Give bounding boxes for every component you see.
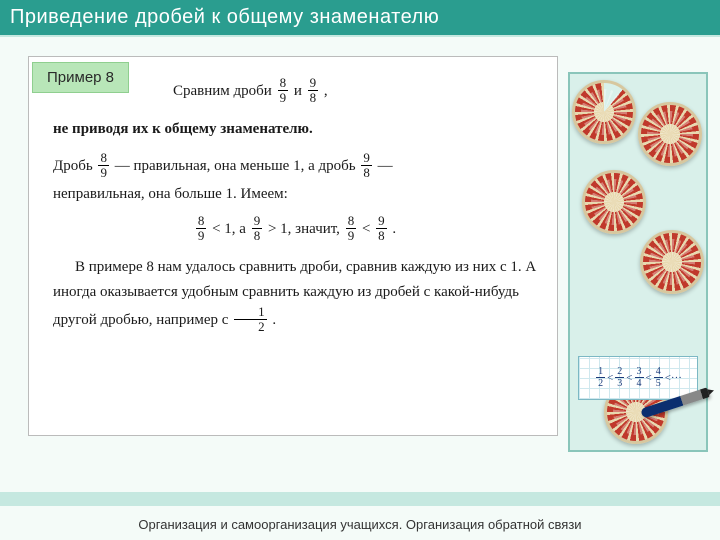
fraction-8-9: 89: [196, 214, 207, 244]
text: ,: [324, 83, 328, 99]
pie-icon: [582, 170, 646, 234]
sentence-improper-gt1: неправильная, она больше 1. Имеем:: [53, 182, 537, 208]
content-box: Сравним дроби 89 и 98 , не приводя их к …: [28, 56, 558, 436]
page-title: Приведение дробей к общему знаменателю: [10, 6, 439, 28]
fraction-chain-note: 12 < 23 < 34 < 45 <···: [578, 356, 698, 400]
fraction-1-2: 12: [234, 305, 267, 335]
sentence-proper-improper: Дробь 89 — правильная, она меньше 1, а д…: [53, 152, 537, 182]
page-header: Приведение дробей к общему знаменателю: [0, 0, 720, 37]
fraction-9-8: 98: [361, 151, 372, 181]
pie-icon: [638, 102, 702, 166]
example-badge: Пример 8: [32, 62, 129, 93]
fraction-8-9: 89: [278, 76, 289, 106]
fraction-9-8: 98: [308, 76, 319, 106]
sidebar-illustration: 12 < 23 < 34 < 45 <···: [568, 72, 708, 452]
fraction-8-9: 89: [346, 214, 357, 244]
text: Сравним дроби: [173, 83, 276, 99]
fraction-8-9: 89: [98, 151, 109, 181]
footer-text: Организация и самоорганизация учащихся. …: [0, 517, 720, 532]
sentence-no-common-denom: не приводя их к общему знаменателю.: [53, 117, 537, 143]
sentence-compare: Сравним дроби 89 и 98 ,: [173, 77, 537, 107]
text: и: [294, 83, 306, 99]
fraction-9-8: 98: [376, 214, 387, 244]
pie-icon: [640, 230, 704, 294]
pie-icon: [572, 80, 636, 144]
footer-band: [0, 492, 720, 506]
fraction-9-8: 98: [252, 214, 263, 244]
inequality-line: 89 < 1, а 98 > 1, значит, 89 < 98 .: [53, 215, 537, 245]
paragraph-compare-with-half: В примере 8 нам удалось сравнить дроби, …: [53, 255, 537, 336]
